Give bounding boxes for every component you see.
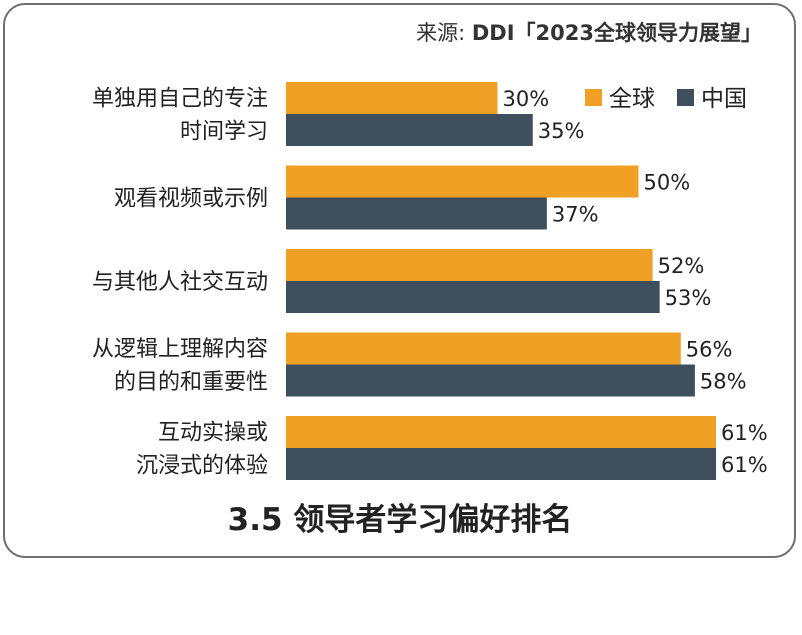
category-label-3-line-0: 从逻辑上理解内容 (92, 337, 268, 362)
category-label-3-line-1: 的目的和重要性 (114, 370, 268, 395)
chart-title: 3.5 领导者学习偏好排名 (228, 502, 573, 538)
legend-swatch-china (677, 89, 694, 106)
legend-swatch-global (585, 89, 602, 106)
category-label-0-line-1: 时间学习 (180, 120, 268, 145)
category-labels: 单独用自己的专注时间学习观看视频或示例与其他人社交互动从逻辑上理解内容的目的和重… (92, 87, 268, 479)
category-label-2-line-0: 与其他人社交互动 (92, 270, 268, 295)
data-label-global-1: 50% (644, 171, 691, 195)
data-label-global-2: 52% (658, 254, 705, 278)
data-label-china-3: 58% (700, 370, 747, 394)
bar-china-4 (286, 448, 717, 480)
bar-global-2 (286, 249, 653, 281)
legend-label-global: 全球 (609, 86, 655, 112)
bar-global-3 (286, 332, 681, 365)
bar-global-0 (286, 82, 498, 114)
bar-global-4 (286, 416, 717, 448)
data-label-china-0: 35% (538, 119, 585, 143)
bar-china-0 (286, 114, 533, 146)
data-label-global-0: 30% (503, 87, 550, 111)
data-label-global-4: 61% (721, 421, 768, 445)
category-label-4-line-1: 沉浸式的体验 (136, 454, 268, 479)
bars: 30% 35% 50% 37% 52% 53% 56% 58% 61% 61% (286, 82, 768, 480)
data-label-global-3: 56% (686, 338, 733, 362)
data-label-china-2: 53% (665, 286, 712, 310)
category-label-1-line-0: 观看视频或示例 (114, 187, 268, 212)
bar-china-1 (286, 197, 547, 230)
category-label-4-line-0: 互动实操或 (158, 421, 268, 446)
source-name: DDI「2023全球领导力展望」 (472, 21, 762, 45)
legend: 全球 中国 (585, 86, 747, 112)
data-label-china-1: 37% (552, 203, 599, 227)
source-note: 来源: DDI「2023全球领导力展望」 (416, 21, 762, 45)
bar-global-1 (286, 165, 639, 198)
data-label-china-4: 61% (721, 453, 768, 477)
legend-label-china: 中国 (701, 86, 747, 112)
category-label-0-line-0: 单独用自己的专注 (92, 87, 268, 112)
bar-china-2 (286, 281, 660, 313)
bar-china-3 (286, 364, 695, 397)
source-prefix: 来源: (416, 21, 472, 45)
